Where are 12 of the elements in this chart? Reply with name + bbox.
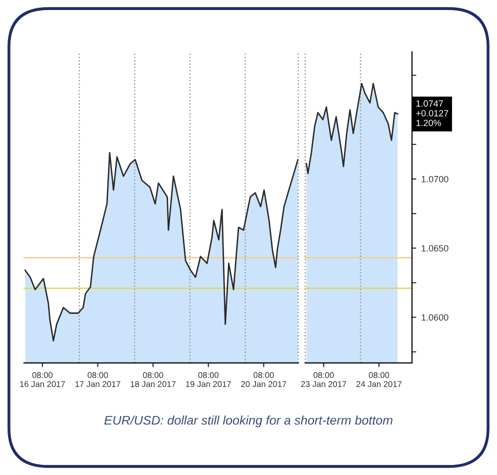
text: EUR/USD: dollar still looking for a short-term bottom <box>104 416 392 428</box>
y-tick-label: 1.0700 <box>422 176 448 182</box>
text: 1.0747 +0.0127 1.20% <box>416 100 448 126</box>
x-tick-label: 08:00 20 Jan 2017 <box>241 372 286 388</box>
x-tick-label: 08:00 24 Jan 2017 <box>356 372 402 388</box>
x-tick-label: 08:00 17 Jan 2017 <box>75 372 120 388</box>
x-tick-label: 08:00 19 Jan 2017 <box>186 372 231 388</box>
x-tick-label: 08:00 16 Jan 2017 <box>20 372 65 388</box>
y-tick-label: 1.0600 <box>422 314 448 321</box>
x-tick-label: 08:00 23 Jan 2017 <box>301 372 346 388</box>
x-tick-label: 08:00 18 Jan 2017 <box>130 372 176 388</box>
y-tick-label: 1.0650 <box>422 245 448 252</box>
